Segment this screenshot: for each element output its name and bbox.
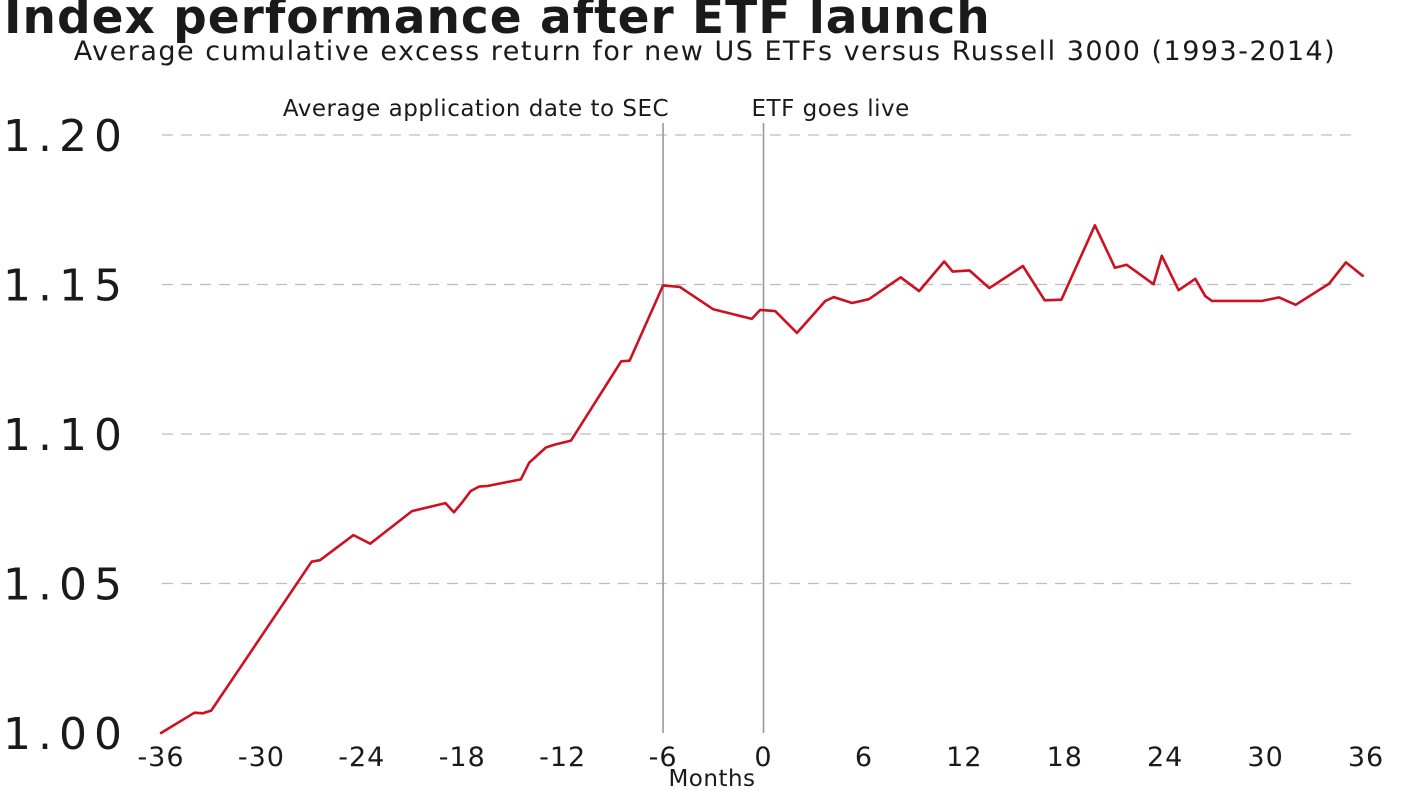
x-tick-label: -30 bbox=[238, 742, 285, 773]
annotation-lines: Average application date to SEC ETF goes … bbox=[283, 96, 910, 733]
series-line bbox=[159, 224, 1364, 735]
x-tick-label: 18 bbox=[1047, 742, 1083, 773]
x-tick-label: -6 bbox=[649, 742, 678, 773]
annotation-label: ETF goes live bbox=[752, 96, 910, 122]
y-tick-label: 1.05 bbox=[3, 560, 129, 611]
y-tick-label: 1.00 bbox=[3, 709, 129, 760]
x-axis-label: Months bbox=[668, 766, 755, 791]
y-tick-label: 1.15 bbox=[3, 261, 129, 312]
x-tick-label: 36 bbox=[1348, 742, 1384, 773]
x-tick-label: 30 bbox=[1247, 742, 1283, 773]
chart-subtitle: Average cumulative excess return for new… bbox=[73, 36, 1337, 67]
x-tick-label: 24 bbox=[1147, 742, 1183, 773]
x-tick-label: 6 bbox=[855, 742, 873, 773]
chart-title: Index performance after ETF launch bbox=[4, 0, 991, 45]
series-layer bbox=[159, 224, 1364, 735]
x-tick-label: -12 bbox=[539, 742, 586, 773]
x-tick-label: 12 bbox=[946, 742, 982, 773]
x-tick-label: 0 bbox=[754, 742, 772, 773]
annotation-label: Average application date to SEC bbox=[283, 96, 669, 122]
y-tick-label: 1.20 bbox=[3, 111, 129, 162]
x-axis-ticks: -36 -30 -24 -18 -12 -6 0 6 12 18 24 30 36 bbox=[137, 742, 1384, 773]
x-tick-label: -24 bbox=[338, 742, 385, 773]
x-tick-label: -18 bbox=[439, 742, 486, 773]
gridlines bbox=[162, 134, 1356, 585]
y-axis-ticks: 1.00 1.05 1.10 1.15 1.20 bbox=[3, 111, 129, 760]
y-tick-label: 1.10 bbox=[3, 410, 129, 461]
x-tick-label: -36 bbox=[137, 742, 184, 773]
